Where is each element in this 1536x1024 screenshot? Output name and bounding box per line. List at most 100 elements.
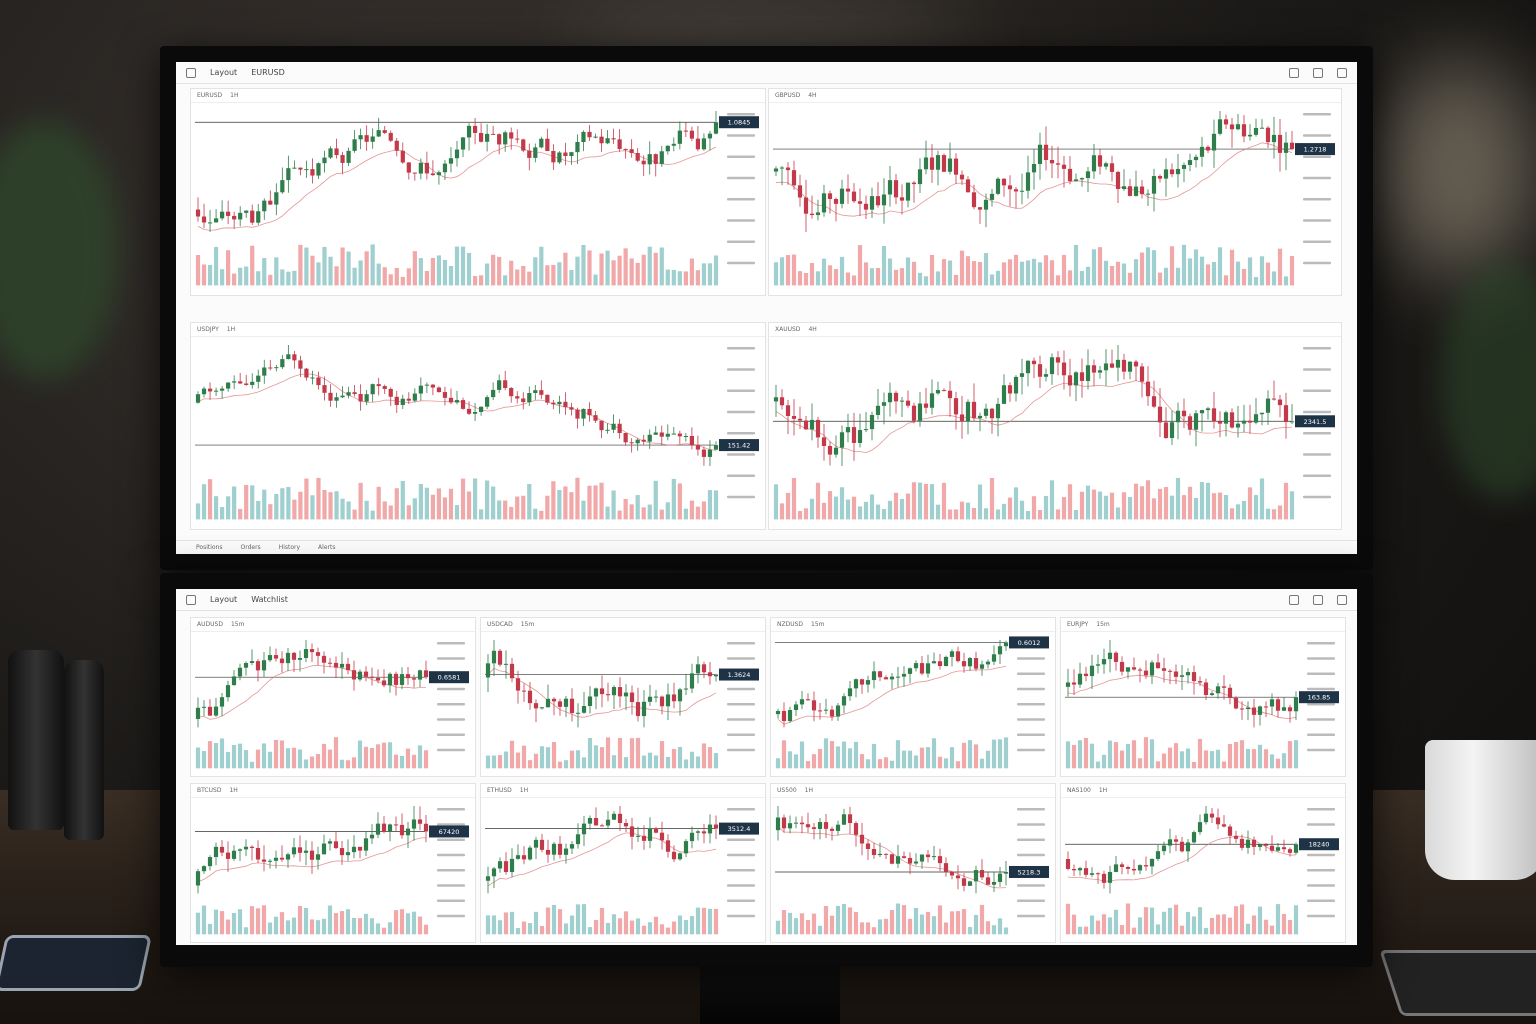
candle-body [334, 397, 339, 401]
tab-alerts[interactable]: Alerts [318, 544, 336, 551]
chart-symbol[interactable]: US500 [777, 787, 797, 794]
chart-panel[interactable]: EURJPY 15m 163.85 [1060, 617, 1346, 777]
chart-timeframe[interactable]: 15m [811, 621, 825, 628]
candle-body [1287, 849, 1293, 853]
chart-toolbar: EURUSD 1H [191, 89, 765, 103]
tab-history[interactable]: History [278, 544, 301, 551]
fullscreen-icon[interactable] [1313, 67, 1323, 78]
tab-positions[interactable]: Positions [196, 544, 223, 551]
candlestick-chart[interactable]: 1.2718 [769, 103, 1341, 293]
candle-body [405, 828, 411, 836]
volume-bar [713, 490, 719, 520]
settings-icon[interactable] [1289, 594, 1299, 605]
camera-icon[interactable] [1337, 594, 1347, 605]
chart-panel[interactable]: ETHUSD 1H 3512.4 [480, 783, 766, 943]
menu-icon[interactable] [186, 67, 196, 78]
symbol-search[interactable]: EURUSD [251, 68, 285, 77]
chart-timeframe[interactable]: 4H [808, 92, 817, 99]
workspace-label[interactable]: Layout [210, 68, 238, 77]
volume-bar [255, 749, 261, 769]
candle-body [316, 377, 321, 386]
volume-bar [1043, 255, 1049, 286]
chart-timeframe[interactable]: 1H [226, 326, 236, 333]
volume-bar [1239, 904, 1245, 935]
candlestick-chart[interactable]: 1.0845 [191, 103, 765, 293]
volume-bar [863, 501, 869, 520]
candlestick-chart[interactable]: 18240 [1061, 798, 1345, 940]
candle-body [1185, 672, 1191, 676]
candle-body [1179, 841, 1185, 852]
chart-timeframe[interactable]: 1H [804, 787, 813, 794]
chart-timeframe[interactable]: 1H [1098, 787, 1108, 794]
chart-timeframe[interactable]: 15m [1096, 621, 1110, 628]
candle-body [430, 384, 436, 388]
chart-panel[interactable]: BTCUSD 1H 67420 [190, 783, 476, 943]
volume-bar [587, 738, 593, 769]
settings-icon[interactable] [1289, 67, 1299, 78]
volume-bar [1193, 497, 1199, 520]
menu-icon[interactable] [186, 594, 196, 605]
volume-bar [1245, 923, 1251, 935]
volume-bar [1155, 924, 1161, 935]
candle-body [411, 819, 417, 829]
chart-timeframe[interactable]: 1H [229, 787, 238, 794]
chart-symbol[interactable]: BTCUSD [197, 787, 222, 794]
chart-panel[interactable]: XAUUSD 4H 2341.5 [768, 322, 1342, 530]
candlestick-chart[interactable]: 67420 [191, 798, 475, 940]
chart-timeframe[interactable]: 15m [230, 621, 245, 628]
candle-body [647, 696, 653, 702]
candlestick-chart[interactable]: 1.3624 [481, 632, 765, 774]
chart-symbol[interactable]: EURJPY [1067, 621, 1089, 628]
candlestick-chart[interactable]: 3512.4 [481, 798, 765, 940]
chart-symbol[interactable]: NAS100 [1067, 787, 1091, 794]
chart-panel[interactable]: US500 1H 5218.3 [770, 783, 1056, 943]
chart-symbol[interactable]: ETHUSD [487, 787, 512, 794]
chart-symbol[interactable]: EURUSD [197, 92, 223, 99]
chart-panel[interactable]: NZDUSD 15m 0.6012 [770, 617, 1056, 777]
chart-panel[interactable]: USDJPY 1H 151.42 [190, 322, 766, 530]
volume-bar [442, 497, 448, 520]
chart-timeframe[interactable]: 15m [520, 621, 535, 628]
camera-icon[interactable] [1337, 67, 1347, 78]
candle-body [351, 670, 357, 680]
chart-symbol[interactable]: USDJPY [197, 326, 219, 333]
tab-orders[interactable]: Orders [240, 544, 261, 551]
volume-bar [1233, 906, 1239, 935]
chart-timeframe[interactable]: 4H [808, 326, 817, 333]
chart-panel[interactable]: AUDUSD 15m 0.6581 [190, 617, 476, 777]
candle-body [460, 400, 466, 409]
candle-body [195, 871, 201, 886]
candle-body [454, 400, 460, 403]
chart-panel[interactable]: EURUSD 1H 1.0845 [190, 88, 766, 296]
candlestick-chart[interactable]: 0.6012 [771, 632, 1055, 774]
candlestick-chart[interactable]: 163.85 [1061, 632, 1345, 774]
chart-panel[interactable]: GBPUSD 4H 1.2718 [768, 88, 1342, 296]
volume-bar [937, 756, 943, 769]
volume-bar [1203, 750, 1209, 769]
chart-symbol[interactable]: USDCAD [487, 621, 513, 628]
fullscreen-icon[interactable] [1313, 594, 1323, 605]
candle-body [925, 663, 931, 674]
watchlist-label[interactable]: Watchlist [251, 595, 288, 604]
candle-body [979, 664, 985, 669]
candlestick-chart[interactable]: 5218.3 [771, 798, 1055, 940]
candlestick-chart[interactable]: 2341.5 [769, 337, 1341, 527]
chart-symbol[interactable]: GBPUSD [775, 92, 801, 99]
chart-symbol[interactable]: NZDUSD [777, 621, 804, 628]
volume-bar [959, 501, 965, 520]
chart-panel[interactable]: USDCAD 15m 1.3624 [480, 617, 766, 777]
candle-body [405, 674, 411, 679]
chart-panel[interactable]: NAS100 1H 18240 [1060, 783, 1346, 943]
volume-bar [243, 750, 249, 769]
candle-body [1193, 413, 1199, 430]
chart-timeframe[interactable]: 1H [519, 787, 529, 794]
candle-body [773, 168, 779, 172]
candlestick-chart[interactable]: 0.6581 [191, 632, 475, 774]
chart-symbol[interactable]: AUDUSD [197, 621, 223, 628]
chart-timeframe[interactable]: 1H [230, 92, 239, 99]
volume-bar [303, 759, 309, 769]
chart-symbol[interactable]: XAUUSD [775, 326, 801, 333]
workspace-label[interactable]: Layout [210, 595, 238, 604]
candle-body [617, 423, 622, 434]
candlestick-chart[interactable]: 151.42 [191, 337, 765, 527]
